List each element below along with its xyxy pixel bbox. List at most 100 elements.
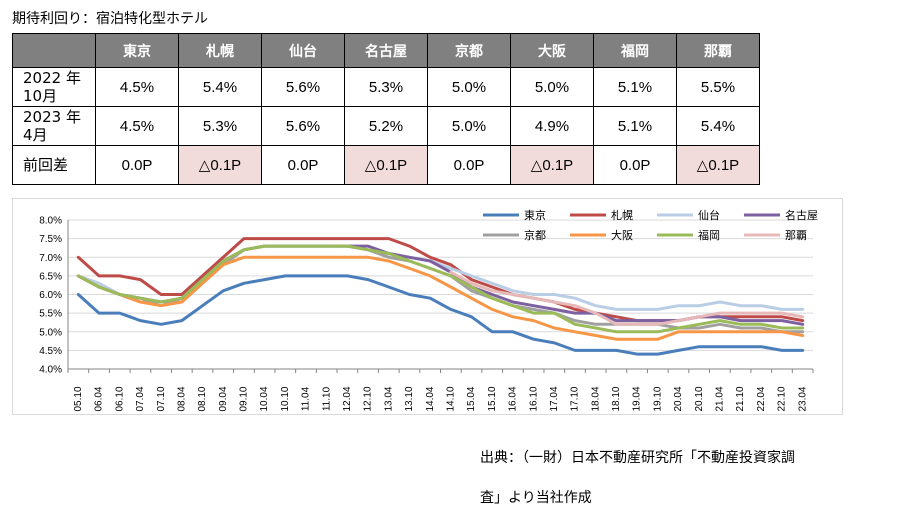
table-cell: 5.6% xyxy=(261,67,345,107)
x-tick-label: 20.04 xyxy=(673,386,684,411)
x-tick-label: 06.04 xyxy=(94,386,105,411)
legend-label: 東京 xyxy=(524,208,546,222)
x-tick-label: 10.10 xyxy=(280,386,291,411)
x-tick-label: 18.04 xyxy=(590,386,601,411)
yield-table: 東京 札幌 仙台 名古屋 京都 大阪 福岡 那覇 2022 年 10月 4.5% 5.4% 5.6%… xyxy=(12,33,760,185)
series-line xyxy=(76,274,805,356)
table-row: 2022 年 10月 4.5% 5.4% 5.6% 5.3% 5.0% 5.0% 5.1% 5.… xyxy=(12,67,760,107)
table-col-header: 京都 xyxy=(427,33,511,68)
x-tick-label: 14.10 xyxy=(445,386,456,411)
y-tick-label: 4.0% xyxy=(39,365,62,376)
series-line xyxy=(76,244,805,311)
table-cell: 5.1% xyxy=(593,67,677,107)
x-tick-label: 07.04 xyxy=(135,386,146,411)
x-tick-label: 15.04 xyxy=(466,386,477,411)
table-cell: 0.0P xyxy=(593,145,677,185)
chart-container: 4.0% 4.5% 5.0% 5.5% 6.0% 6.5% 7.0% 7.5% 8.0% 05.1… xyxy=(12,198,843,415)
x-tick-label: 17.10 xyxy=(570,386,581,411)
y-tick-label: 5.0% xyxy=(39,327,62,338)
y-tick-label: 6.0% xyxy=(39,290,62,301)
x-tick-label: 16.10 xyxy=(528,386,539,411)
table-cell: 5.5% xyxy=(676,67,760,107)
series-line xyxy=(76,237,805,323)
table-col-header: 名古屋 xyxy=(344,33,428,68)
page-title: 期待利回り：宿泊特化型ホテル xyxy=(12,11,208,27)
legend-label: 名古屋 xyxy=(785,208,818,222)
table-cell: 5.4% xyxy=(178,67,262,107)
y-tick-label: 8.0% xyxy=(39,216,62,227)
line-chart: 4.0% 4.5% 5.0% 5.5% 6.0% 6.5% 7.0% 7.5% 8.0% 05.1… xyxy=(39,208,818,412)
table-col-header: 仙台 xyxy=(261,33,345,68)
table-cell: △0.1P xyxy=(178,145,262,185)
x-tick-label: 08.10 xyxy=(197,386,208,411)
table-cell: 5.3% xyxy=(344,67,428,107)
table-col-header: 東京 xyxy=(95,33,179,68)
x-tick-label: 15.10 xyxy=(487,386,498,411)
y-tick-label: 5.5% xyxy=(39,309,62,320)
table-cell: 5.0% xyxy=(427,67,511,107)
table-cell: 4.5% xyxy=(95,106,179,146)
x-tick-label: 23.04 xyxy=(797,386,808,411)
x-tick-label: 09.04 xyxy=(218,386,229,411)
x-tick-label: 14.04 xyxy=(425,386,436,411)
x-tick-label: 07.10 xyxy=(156,386,167,411)
table-row-label: 2023 年 4月 xyxy=(12,106,96,146)
table-row: 2023 年 4月 4.5% 5.3% 5.6% 5.2% 5.0% 4.9% 5.1% 5.4… xyxy=(12,106,760,146)
legend-label: 京都 xyxy=(524,228,546,242)
source-note: 出典：（一財）日本不動産研究所「不動産投資家調 査」より当社作成 xyxy=(480,438,840,518)
x-tick-label: 10.04 xyxy=(259,386,270,411)
x-tick-label: 08.04 xyxy=(176,386,187,411)
x-tick-label: 18.10 xyxy=(611,386,622,411)
table-cell: 5.3% xyxy=(178,106,262,146)
legend-label: 大阪 xyxy=(611,228,633,242)
source-line-1: 出典：（一財）日本不動産研究所「不動産投資家調 xyxy=(480,450,795,466)
series-line xyxy=(449,270,805,326)
x-tick-label: 09.10 xyxy=(239,386,250,411)
table-cell: 5.1% xyxy=(593,106,677,146)
table-col-header: 福岡 xyxy=(593,33,677,68)
x-tick-label: 13.04 xyxy=(383,386,394,411)
x-tick-label: 12.10 xyxy=(363,386,374,411)
x-tick-label: 22.10 xyxy=(777,386,788,411)
series-line xyxy=(76,244,805,326)
table-cell: △0.1P xyxy=(510,145,594,185)
table-row-label: 2022 年 10月 xyxy=(12,67,96,107)
x-tick-label: 20.10 xyxy=(694,386,705,411)
table-cell: 5.6% xyxy=(261,106,345,146)
x-tick-label: 16.04 xyxy=(508,386,519,411)
y-tick-label: 7.5% xyxy=(39,234,62,245)
table-row-label: 前回差 xyxy=(12,145,96,185)
x-tick-label: 11.10 xyxy=(321,386,332,411)
x-tick-label: 19.04 xyxy=(632,386,643,411)
series-line xyxy=(76,255,805,341)
table-cell: 4.9% xyxy=(510,106,594,146)
table-row: 前回差 0.0P △0.1P 0.0P △0.1P 0.0P △0.1P 0.0P △0.1P xyxy=(12,145,760,185)
table-cell: 5.4% xyxy=(676,106,760,146)
table-cell: 5.0% xyxy=(427,106,511,146)
table-cell: 0.0P xyxy=(427,145,511,185)
x-tick-label: 12.04 xyxy=(342,386,353,411)
table-cell: △0.1P xyxy=(676,145,760,185)
legend-label: 仙台 xyxy=(698,208,720,222)
y-tick-label: 7.0% xyxy=(39,253,62,264)
table-cell: 0.0P xyxy=(261,145,345,185)
x-tick-label: 13.10 xyxy=(404,386,415,411)
legend-label: 札幌 xyxy=(611,208,633,222)
table-cell: 5.0% xyxy=(510,67,594,107)
table-cell: △0.1P xyxy=(344,145,428,185)
table-col-header: 札幌 xyxy=(178,33,262,68)
x-tick-label: 21.10 xyxy=(735,386,746,411)
table-col-header: 大阪 xyxy=(510,33,594,68)
x-tick-label: 22.04 xyxy=(756,386,767,411)
legend-label: 那覇 xyxy=(785,229,807,242)
x-tick-label: 06.10 xyxy=(114,386,125,411)
x-tick-label: 19.10 xyxy=(652,386,663,411)
table-cell: 0.0P xyxy=(95,145,179,185)
x-tick-label: 05.10 xyxy=(73,386,84,411)
y-tick-label: 6.5% xyxy=(39,271,62,282)
x-tick-label: 17.04 xyxy=(549,386,560,411)
table-col-header: 那覇 xyxy=(676,33,760,68)
table-cell: 5.2% xyxy=(344,106,428,146)
source-line-2: 査」より当社作成 xyxy=(480,490,592,506)
table-cell: 4.5% xyxy=(95,67,179,107)
